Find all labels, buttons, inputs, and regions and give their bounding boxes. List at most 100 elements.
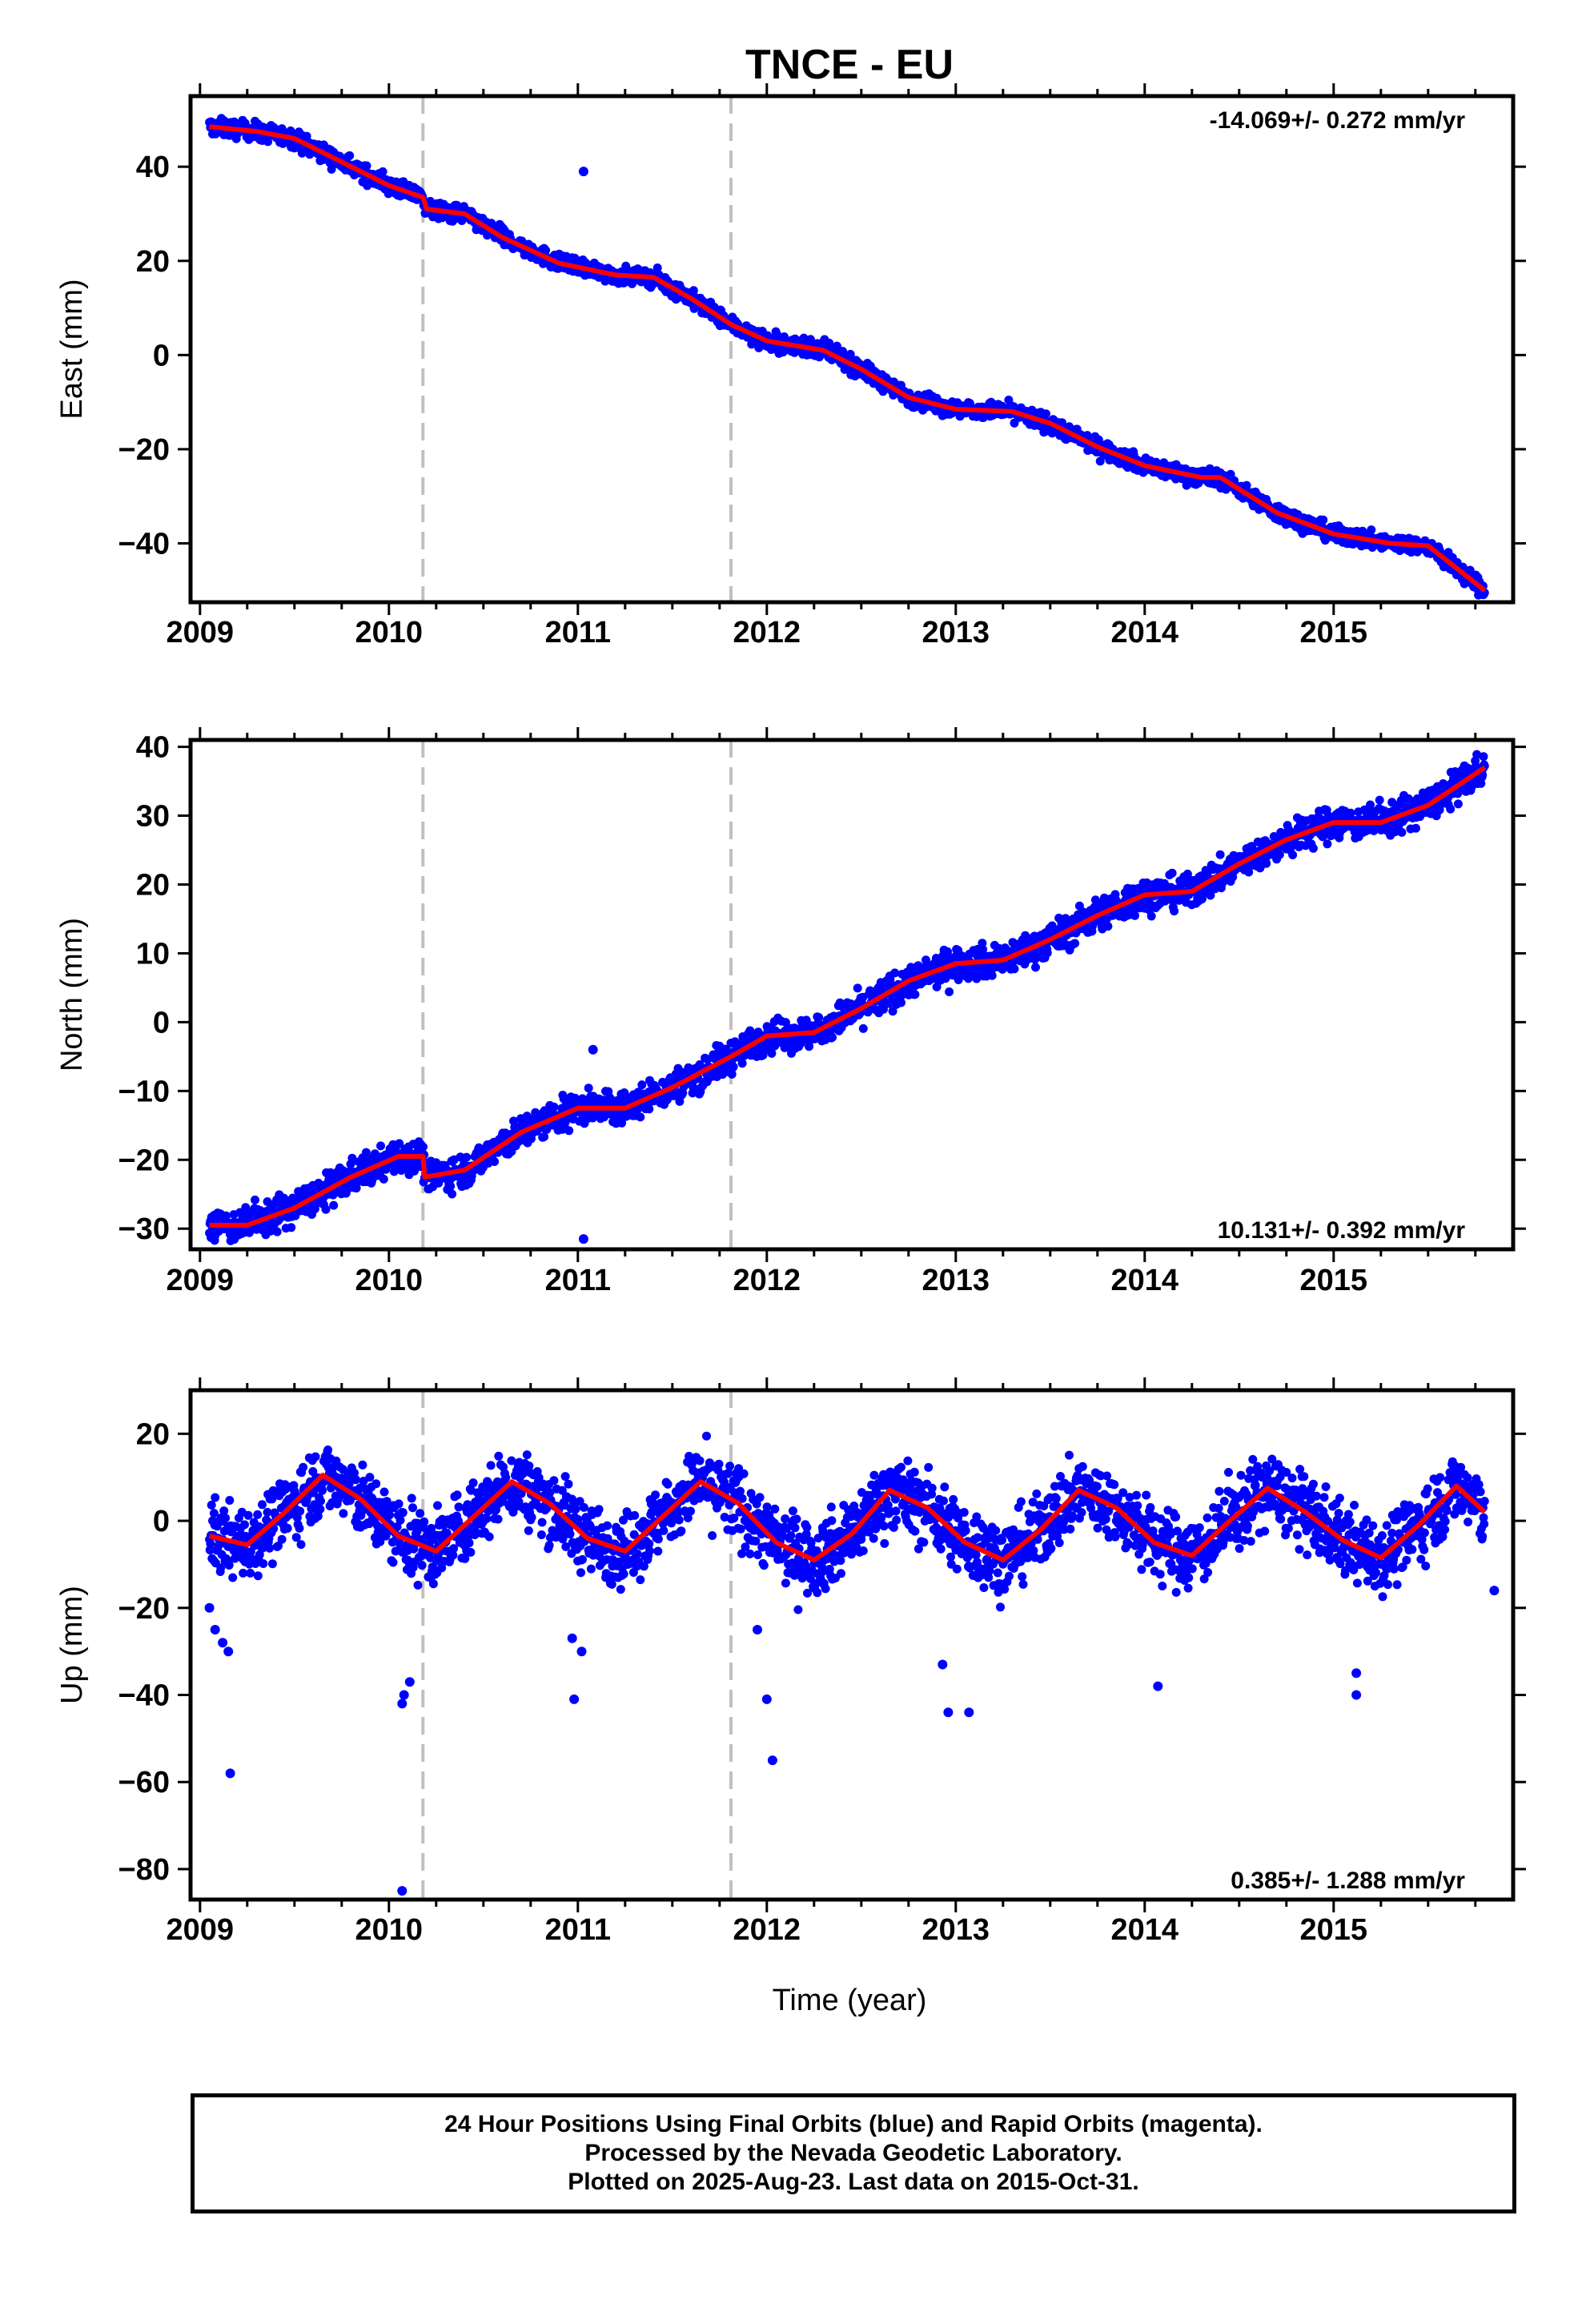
data-point <box>1042 948 1052 958</box>
x-tick-label: 2013 <box>922 616 990 649</box>
data-point <box>490 1157 500 1166</box>
y-tick-label: 30 <box>136 800 170 834</box>
data-point <box>361 1148 371 1157</box>
data-point <box>272 1227 282 1236</box>
data-point <box>1453 799 1463 809</box>
data-point <box>858 1023 868 1033</box>
data-point <box>345 151 355 160</box>
rate-annotation: 10.131+/- 0.392 mm/yr <box>1218 1217 1466 1244</box>
data-point <box>224 1561 234 1570</box>
y-tick-label: −30 <box>118 1212 170 1246</box>
data-point <box>1170 907 1179 916</box>
panel-up: 2009 2010 2011 2012 2013 2014 2015200−20−40−60… <box>55 1377 1526 1947</box>
y-tick-label: −20 <box>118 1144 170 1177</box>
data-point <box>729 1062 738 1072</box>
outlier-point <box>578 1234 588 1244</box>
data-point <box>1288 850 1298 859</box>
data-point <box>564 1126 574 1136</box>
x-tick-label: 2011 <box>545 1264 611 1297</box>
outlier-point <box>578 167 588 177</box>
panels-group: 2009 2010 2011 2012 2013 2014 201540200−20−40E… <box>55 83 1526 1947</box>
data-point <box>832 341 841 351</box>
panel-frame <box>188 738 1516 1252</box>
y-tick-label: −10 <box>118 1075 170 1108</box>
data-points <box>204 1431 1500 1896</box>
data-point <box>1472 750 1482 759</box>
data-point <box>845 349 855 359</box>
x-tick-label: 2015 <box>1300 1264 1368 1297</box>
data-point <box>1146 911 1156 921</box>
data-point <box>243 1510 253 1520</box>
y-tick-label: 40 <box>136 151 170 184</box>
data-point <box>1167 868 1177 878</box>
data-point <box>652 263 662 272</box>
y-axis-label: East (mm) <box>55 279 89 419</box>
x-tick-label: 2014 <box>1111 1264 1179 1297</box>
data-point <box>1397 827 1407 837</box>
y-tick-label: 10 <box>136 937 170 971</box>
x-tick-label: 2013 <box>922 1264 990 1297</box>
data-point <box>584 1084 593 1093</box>
data-point <box>1215 850 1225 859</box>
data-point <box>637 1080 647 1090</box>
data-point <box>263 1197 272 1206</box>
data-point <box>329 1200 339 1210</box>
data-point <box>910 990 920 999</box>
x-axis-label: Time (year) <box>773 1984 927 2017</box>
data-point <box>978 945 988 954</box>
x-tick-label: 2014 <box>1111 616 1179 649</box>
data-point <box>1346 808 1355 818</box>
x-tick-label: 2010 <box>355 1264 424 1297</box>
data-point <box>796 1039 805 1048</box>
y-tick-label: 20 <box>136 245 170 279</box>
data-point <box>828 1032 837 1042</box>
data-point <box>207 1500 216 1510</box>
data-point <box>1319 515 1328 525</box>
data-point <box>1070 939 1080 948</box>
data-point <box>216 1563 226 1573</box>
data-point <box>219 1506 229 1516</box>
data-point <box>767 1048 777 1058</box>
data-point <box>1446 804 1456 814</box>
outlier-point <box>588 1044 598 1055</box>
data-point <box>853 983 862 993</box>
data-point <box>541 246 551 255</box>
data-point <box>897 998 905 1007</box>
panel-frame <box>188 94 1516 605</box>
data-point <box>287 1223 296 1232</box>
data-point <box>1375 795 1384 805</box>
data-point <box>395 1139 404 1148</box>
data-point <box>1308 843 1318 853</box>
data-point <box>945 987 954 996</box>
data-point <box>540 1132 549 1141</box>
data-point <box>239 1568 248 1578</box>
data-point <box>225 1496 235 1505</box>
data-point <box>888 1007 897 1016</box>
data-point <box>379 1174 388 1184</box>
data-point <box>1479 752 1488 762</box>
data-point <box>278 125 287 135</box>
panel-east: 2009 2010 2011 2012 2013 2014 201540200−20−40E… <box>55 83 1526 649</box>
data-point <box>251 1195 259 1204</box>
data-point <box>209 1509 219 1518</box>
data-point <box>1262 858 1271 868</box>
data-point <box>617 1118 627 1128</box>
x-tick-label: 2011 <box>545 616 611 649</box>
data-point <box>1411 823 1420 833</box>
data-point <box>410 1166 419 1176</box>
data-point <box>1366 800 1375 810</box>
data-point <box>206 1539 215 1549</box>
data-point <box>879 1004 888 1014</box>
y-tick-label: −40 <box>118 528 170 561</box>
x-tick-label: 2010 <box>355 616 424 649</box>
data-point <box>636 1112 645 1122</box>
data-point <box>448 1189 457 1199</box>
data-point <box>987 971 997 980</box>
data-point <box>781 1018 790 1027</box>
data-point <box>240 1520 249 1530</box>
data-point <box>230 1554 239 1563</box>
y-tick-label: −20 <box>118 433 170 467</box>
rate-annotation: -14.069+/- 0.272 mm/yr <box>1210 107 1466 134</box>
y-tick-label: 40 <box>136 731 170 765</box>
panel-north: 2009 2010 2011 2012 2013 2014 2015403020100−10… <box>55 727 1526 1297</box>
